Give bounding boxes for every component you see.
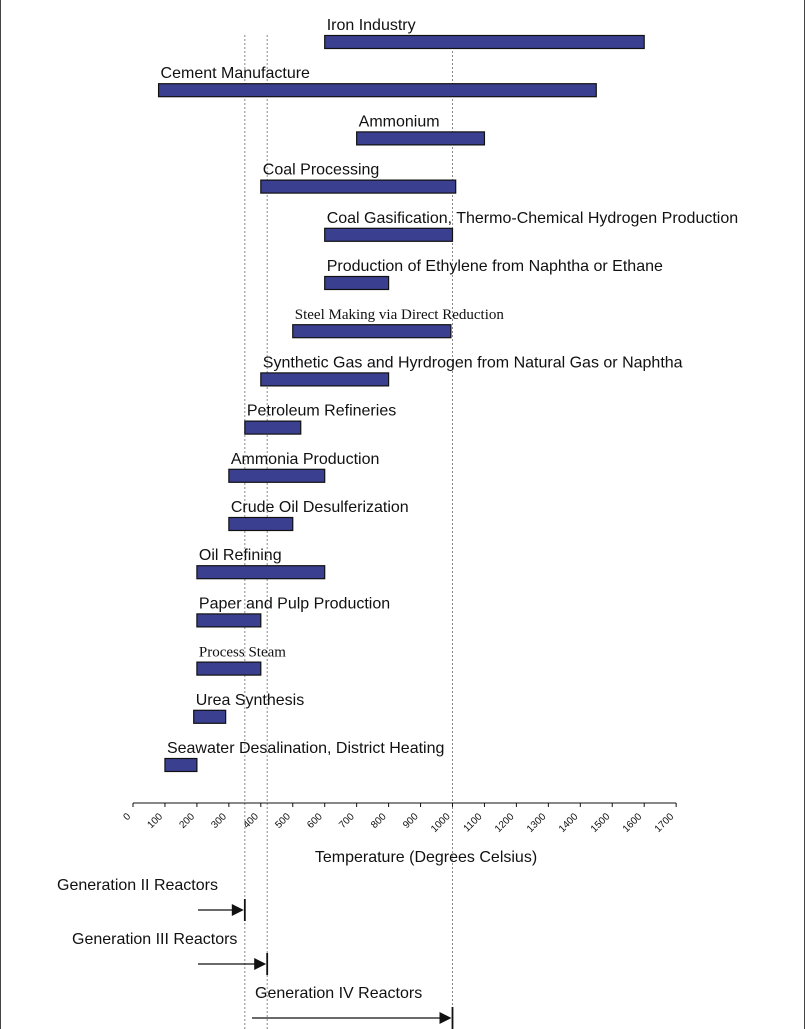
x-tick-label: 1400 [557, 811, 581, 835]
range-label: Coal Gasification, Thermo-Chemical Hydro… [327, 210, 738, 227]
x-tick-label: 1300 [525, 811, 549, 835]
reference-lines [244, 35, 453, 1029]
range-label: Urea Synthesis [196, 692, 305, 709]
x-tick-label: 800 [369, 811, 389, 831]
range-bar [292, 324, 452, 339]
range-bar [164, 757, 198, 773]
x-tick-label: 300 [209, 811, 229, 831]
range-bar [324, 275, 390, 291]
range-label: Production of Ethylene from Naphtha or E… [327, 258, 663, 275]
range-bar [228, 468, 326, 483]
range-bar [356, 131, 486, 146]
x-tick-label: 1700 [653, 811, 677, 835]
range-bar [324, 34, 645, 50]
range-bar [193, 709, 227, 724]
x-tick-label: 1200 [493, 811, 517, 835]
reactor-label: Generation IV Reactors [255, 985, 422, 1002]
range-label: Crude Oil Desulferization [231, 499, 409, 516]
x-tick-label: 900 [401, 811, 421, 831]
x-tick-label: 1600 [621, 811, 645, 835]
reactor-arrowhead [231, 904, 244, 916]
range-label: Synthetic Gas and Hyrdrogen from Natural… [263, 354, 683, 371]
range-label: Steel Making via Direct Reduction [295, 307, 505, 323]
range-label: Iron Industry [327, 17, 416, 34]
range-bar [260, 179, 457, 194]
range-label: Coal Processing [263, 162, 380, 179]
range-label: Ammonium [359, 113, 440, 130]
x-axis: 0 100 200 300 400 500 600 700 800 900 1000 1100 1200… [121, 802, 677, 835]
x-tick-label: 600 [305, 811, 325, 831]
range-bar [228, 516, 294, 532]
x-tick-label: 700 [337, 811, 357, 831]
range-label: Ammonia Production [231, 451, 380, 468]
x-tick-label: 1100 [462, 811, 485, 834]
x-tick-label: 200 [177, 811, 197, 831]
x-tick-label: 0 [121, 811, 133, 823]
range-bars: Iron Industry Cement Manufacture Ammonium C… [157, 17, 738, 773]
range-label: Oil Refining [199, 547, 282, 564]
range-label: Cement Manufacture [161, 65, 311, 82]
x-tick-label: 100 [145, 811, 165, 831]
range-bar [196, 613, 262, 628]
range-label: Petroleum Refineries [247, 403, 396, 420]
x-tick-label: 1500 [589, 811, 613, 835]
range-bar [196, 661, 262, 676]
range-bar [196, 565, 326, 580]
reactor-generations: Generation II Reactors Generation III Rea… [57, 877, 454, 1029]
range-label: Paper and Pulp Production [199, 595, 390, 612]
x-tick-label: 500 [273, 811, 293, 831]
reactor-arrowhead [439, 1012, 452, 1024]
range-label: Seawater Desalination, District Heating [167, 740, 444, 757]
range-label: Process Steam [199, 645, 286, 661]
reactor-label: Generation II Reactors [57, 877, 218, 894]
range-bar [244, 420, 302, 435]
reactor-label: Generation III Reactors [72, 931, 237, 948]
range-bar [260, 372, 390, 387]
range-bar [324, 227, 454, 242]
x-axis-label: Temperature (Degrees Celsius) [315, 849, 537, 866]
x-tick-label: 1000 [429, 811, 453, 835]
range-bar [157, 83, 597, 98]
reactor-arrowhead [254, 958, 267, 970]
